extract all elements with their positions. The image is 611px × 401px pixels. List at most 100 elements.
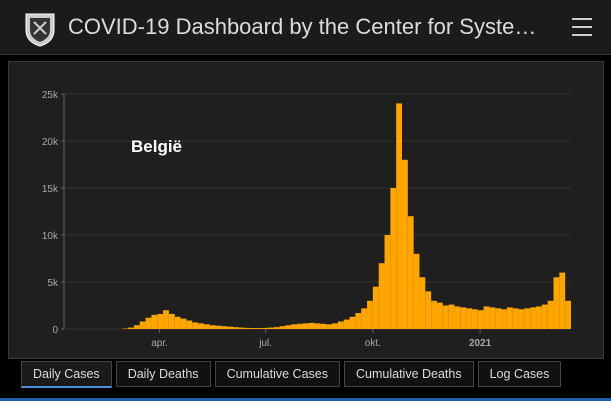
bar [332,323,338,329]
y-tick-label: 20k [42,137,59,148]
bar [145,317,152,329]
bar [326,324,333,329]
bar [471,309,478,329]
bar [384,235,391,329]
y-tick-label: 0 [52,325,58,336]
bar [320,323,327,329]
bar [163,310,169,329]
bar [530,307,537,329]
tab[interactable]: Cumulative Deaths [344,361,474,387]
menu-icon[interactable] [572,17,594,37]
bar [448,304,455,329]
bar [483,306,490,329]
bar [133,325,140,329]
bar [343,319,350,329]
x-tick-label: apr. [151,338,168,349]
bar [355,313,362,329]
bar [367,300,373,329]
bar [285,325,292,329]
bar [553,277,560,329]
bar [402,159,408,329]
bar [256,328,263,329]
bar [139,321,146,329]
bar [372,286,379,329]
bar [466,308,472,329]
bar [157,313,164,329]
bar [524,308,531,329]
bar [262,327,268,329]
bar [238,327,245,329]
bar [506,307,513,329]
chart-panel: 0 5k 10k 15k 20k 25k apr. jul. okt. 2021 België [8,61,604,359]
bar [308,322,315,329]
tab[interactable]: Log Cases [477,361,562,387]
tab[interactable]: Cumulative Cases [214,361,340,387]
x-tick-label: 2021 [469,338,492,349]
bar [168,313,175,329]
bar [180,318,187,329]
bar [233,327,239,329]
bar [541,304,548,329]
logo [25,13,55,47]
bar [436,302,443,329]
bar [227,326,233,329]
bar [314,323,321,329]
bar [477,310,484,329]
tab[interactable]: Daily Deaths [115,361,211,387]
bar [431,300,437,329]
bar [192,322,199,329]
bar [407,216,414,329]
bar [337,321,344,329]
tab[interactable]: Daily Cases [21,361,112,388]
bar [565,300,571,329]
bar [495,308,502,329]
y-tick-label: 10k [42,231,59,242]
bar [349,316,356,329]
x-tick-label: jul. [258,338,272,349]
bar [396,103,402,330]
y-tick-label: 15k [42,184,59,195]
bar [244,327,251,329]
header-title: COVID-19 Dashboard by the Center for Sys… [68,14,537,39]
bar [128,327,134,329]
bar [221,326,228,329]
bar [536,306,542,329]
bar [267,327,274,329]
bar [489,307,496,329]
header: COVID-19 Dashboard by the Center for Sys… [0,0,611,55]
bar [361,308,368,329]
bar [291,324,298,329]
bar [378,263,385,329]
bar [413,253,420,329]
bar [174,316,181,329]
chart: 0 5k 10k 15k 20k 25k apr. jul. okt. 2021 België [42,90,571,349]
bar [547,300,554,329]
bar [425,291,432,329]
bar [297,323,303,329]
bar [203,324,210,329]
bar [273,327,280,329]
bar [559,272,566,329]
bar [279,326,286,329]
bar [512,308,519,329]
tab-bar: Daily Cases Daily Deaths Cumulative Cases C… [21,361,562,388]
bar [198,323,204,329]
bar [518,309,525,329]
y-tick-label: 5k [47,278,59,289]
bar [302,323,309,329]
bottom-border [0,398,611,401]
y-tick-label: 25k [42,90,59,101]
bar [186,320,193,329]
bar [454,306,461,329]
bar [501,309,507,329]
bar [151,314,158,329]
bar [215,325,222,329]
bar [250,328,257,329]
bar [390,188,397,329]
x-tick-label: okt. [365,338,381,349]
bar [460,307,467,329]
bar [419,277,426,329]
bar [442,305,449,329]
bar [209,325,216,329]
